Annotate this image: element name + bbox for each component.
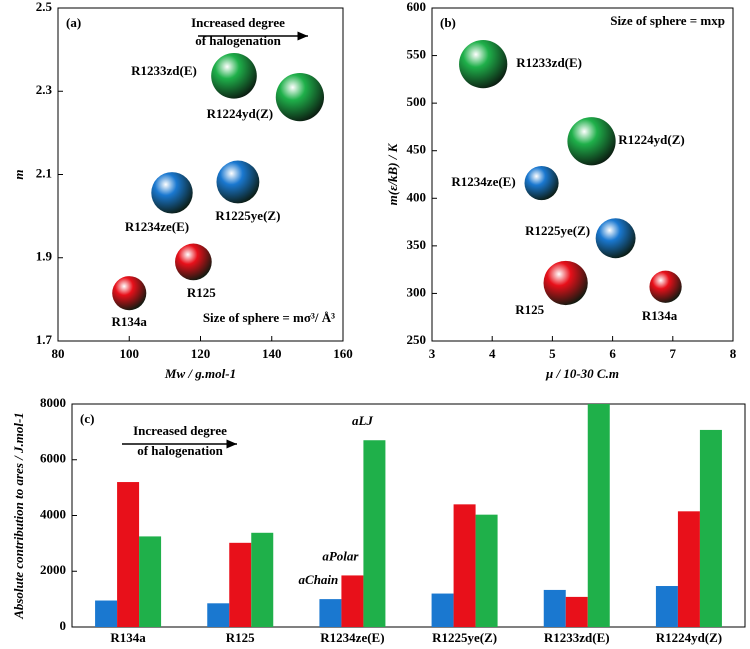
annotation: of halogenation — [195, 33, 281, 48]
bar — [319, 599, 342, 627]
y-tick-label: 2000 — [40, 562, 66, 577]
x-axis-label: Mw / g.mol-1 — [164, 366, 236, 381]
y-tick-label: 4000 — [40, 506, 66, 521]
bar — [95, 600, 118, 627]
bar — [453, 504, 476, 627]
point-label: R125 — [187, 285, 216, 300]
panel-label: (c) — [80, 411, 94, 426]
bar — [341, 575, 364, 627]
x-tick-label: 5 — [549, 346, 556, 361]
bar — [139, 536, 162, 627]
x-axis-label: μ / 10-30 C.m — [545, 366, 619, 381]
bar — [587, 404, 610, 627]
y-tick-label: 2.3 — [36, 82, 53, 97]
x-tick-label: 4 — [489, 346, 496, 361]
x-tick-label: 160 — [333, 346, 353, 361]
point-label: R1233zd(E) — [131, 63, 197, 78]
bubble — [649, 270, 682, 303]
bar — [251, 532, 274, 627]
panel-label: (b) — [440, 15, 456, 30]
annotation: of halogenation — [137, 443, 223, 458]
x-tick-label: R125 — [226, 630, 255, 645]
x-tick-label: 140 — [262, 346, 282, 361]
y-tick-label: 300 — [407, 284, 427, 299]
bubble — [211, 53, 257, 99]
y-tick-label: 2.5 — [36, 0, 53, 14]
bar — [475, 514, 498, 627]
x-tick-label: 7 — [670, 346, 677, 361]
point-label: R1224yd(Z) — [207, 106, 273, 121]
x-tick-label: 120 — [191, 346, 211, 361]
bubble — [112, 276, 147, 311]
size-note: Size of sphere = mxp — [610, 13, 725, 28]
size-note: Size of sphere = mσ³/ Å³ — [203, 310, 335, 325]
y-tick-label: 0 — [60, 618, 67, 633]
plot-frame — [431, 7, 734, 342]
bubble — [275, 72, 325, 122]
bar — [363, 440, 386, 627]
panel-label: (a) — [66, 15, 81, 30]
y-tick-label: 450 — [407, 142, 427, 157]
x-tick-label: R1225ye(Z) — [432, 630, 497, 645]
bubble — [595, 218, 636, 259]
bar — [207, 603, 230, 627]
y-axis-label: m — [11, 169, 26, 179]
point-label: R1234ze(E) — [451, 174, 515, 189]
point-label: R1233zd(E) — [516, 55, 582, 70]
bubble — [459, 40, 508, 89]
bubble — [524, 166, 559, 201]
x-tick-label: 100 — [120, 346, 140, 361]
annotation: Increased degree — [133, 423, 227, 438]
bar — [699, 429, 722, 627]
y-tick-label: 8000 — [40, 395, 66, 410]
y-tick-label: 600 — [407, 0, 427, 14]
y-tick-label: 550 — [407, 47, 427, 62]
point-label: R125 — [515, 302, 544, 317]
x-tick-label: 6 — [609, 346, 616, 361]
point-label: R1224yd(Z) — [618, 132, 684, 147]
bubble — [543, 260, 588, 306]
bar — [655, 586, 678, 627]
x-tick-label: R1234ze(E) — [320, 630, 384, 645]
series-label: aLJ — [352, 413, 373, 428]
x-tick-label: 80 — [52, 346, 65, 361]
y-tick-label: 6000 — [40, 451, 66, 466]
bar — [229, 542, 252, 627]
x-tick-label: 8 — [730, 346, 737, 361]
bubble — [216, 160, 260, 204]
y-axis-label: m(ε/kB) / K — [385, 142, 400, 205]
point-label: R134a — [112, 314, 148, 329]
y-tick-label: 1.7 — [36, 332, 53, 347]
series-label: aChain — [299, 572, 339, 587]
y-tick-label: 500 — [407, 94, 427, 109]
x-tick-label: R1224yd(Z) — [656, 630, 722, 645]
annotation: Increased degree — [191, 15, 285, 30]
bar — [543, 589, 566, 627]
x-tick-label: R1233zd(E) — [544, 630, 610, 645]
bar — [677, 511, 700, 627]
bubble — [175, 243, 212, 281]
y-tick-label: 1.9 — [36, 249, 53, 264]
bar — [431, 593, 454, 627]
bubble — [567, 117, 616, 166]
bar — [565, 596, 588, 627]
bubble — [151, 172, 193, 214]
point-label: R134a — [642, 308, 678, 323]
point-label: R1225ye(Z) — [525, 223, 590, 238]
bar — [117, 482, 140, 627]
x-tick-label: R134a — [110, 630, 146, 645]
y-tick-label: 350 — [407, 237, 427, 252]
y-axis-label: Absolute contribution to ares / J.mol-1 — [11, 412, 26, 620]
point-label: R1225ye(Z) — [215, 208, 280, 223]
series-label: aPolar — [322, 548, 359, 563]
y-tick-label: 400 — [407, 189, 427, 204]
point-label: R1234ze(E) — [125, 219, 189, 234]
x-tick-label: 3 — [429, 346, 436, 361]
y-tick-label: 2.1 — [36, 165, 52, 180]
y-tick-label: 250 — [407, 332, 427, 347]
